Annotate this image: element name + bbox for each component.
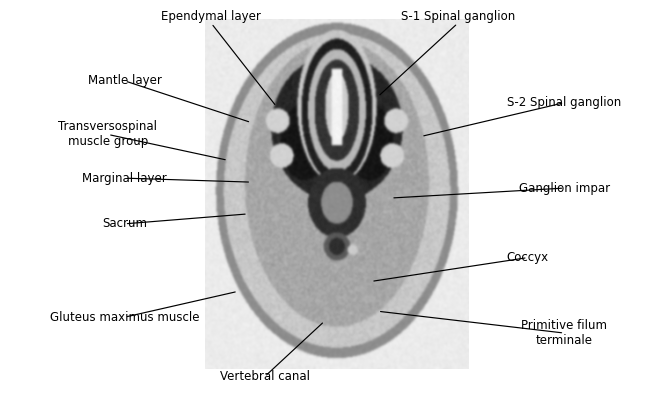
Text: Mantle layer: Mantle layer [88, 74, 162, 87]
Text: Primitive filum
terminale: Primitive filum terminale [521, 319, 607, 347]
Text: Coccyx: Coccyx [506, 251, 549, 264]
Text: Gluteus maximus muscle: Gluteus maximus muscle [50, 311, 199, 324]
Text: Ependymal layer: Ependymal layer [161, 10, 261, 23]
Text: Vertebral canal: Vertebral canal [219, 370, 310, 383]
Text: S-1 Spinal ganglion: S-1 Spinal ganglion [401, 10, 515, 23]
Text: Sacrum: Sacrum [102, 217, 147, 230]
Text: Transversospinal
muscle group: Transversospinal muscle group [58, 120, 157, 148]
Text: Marginal layer: Marginal layer [82, 172, 167, 185]
Text: Ganglion impar: Ganglion impar [518, 182, 610, 194]
Text: S-2 Spinal ganglion: S-2 Spinal ganglion [507, 96, 622, 109]
